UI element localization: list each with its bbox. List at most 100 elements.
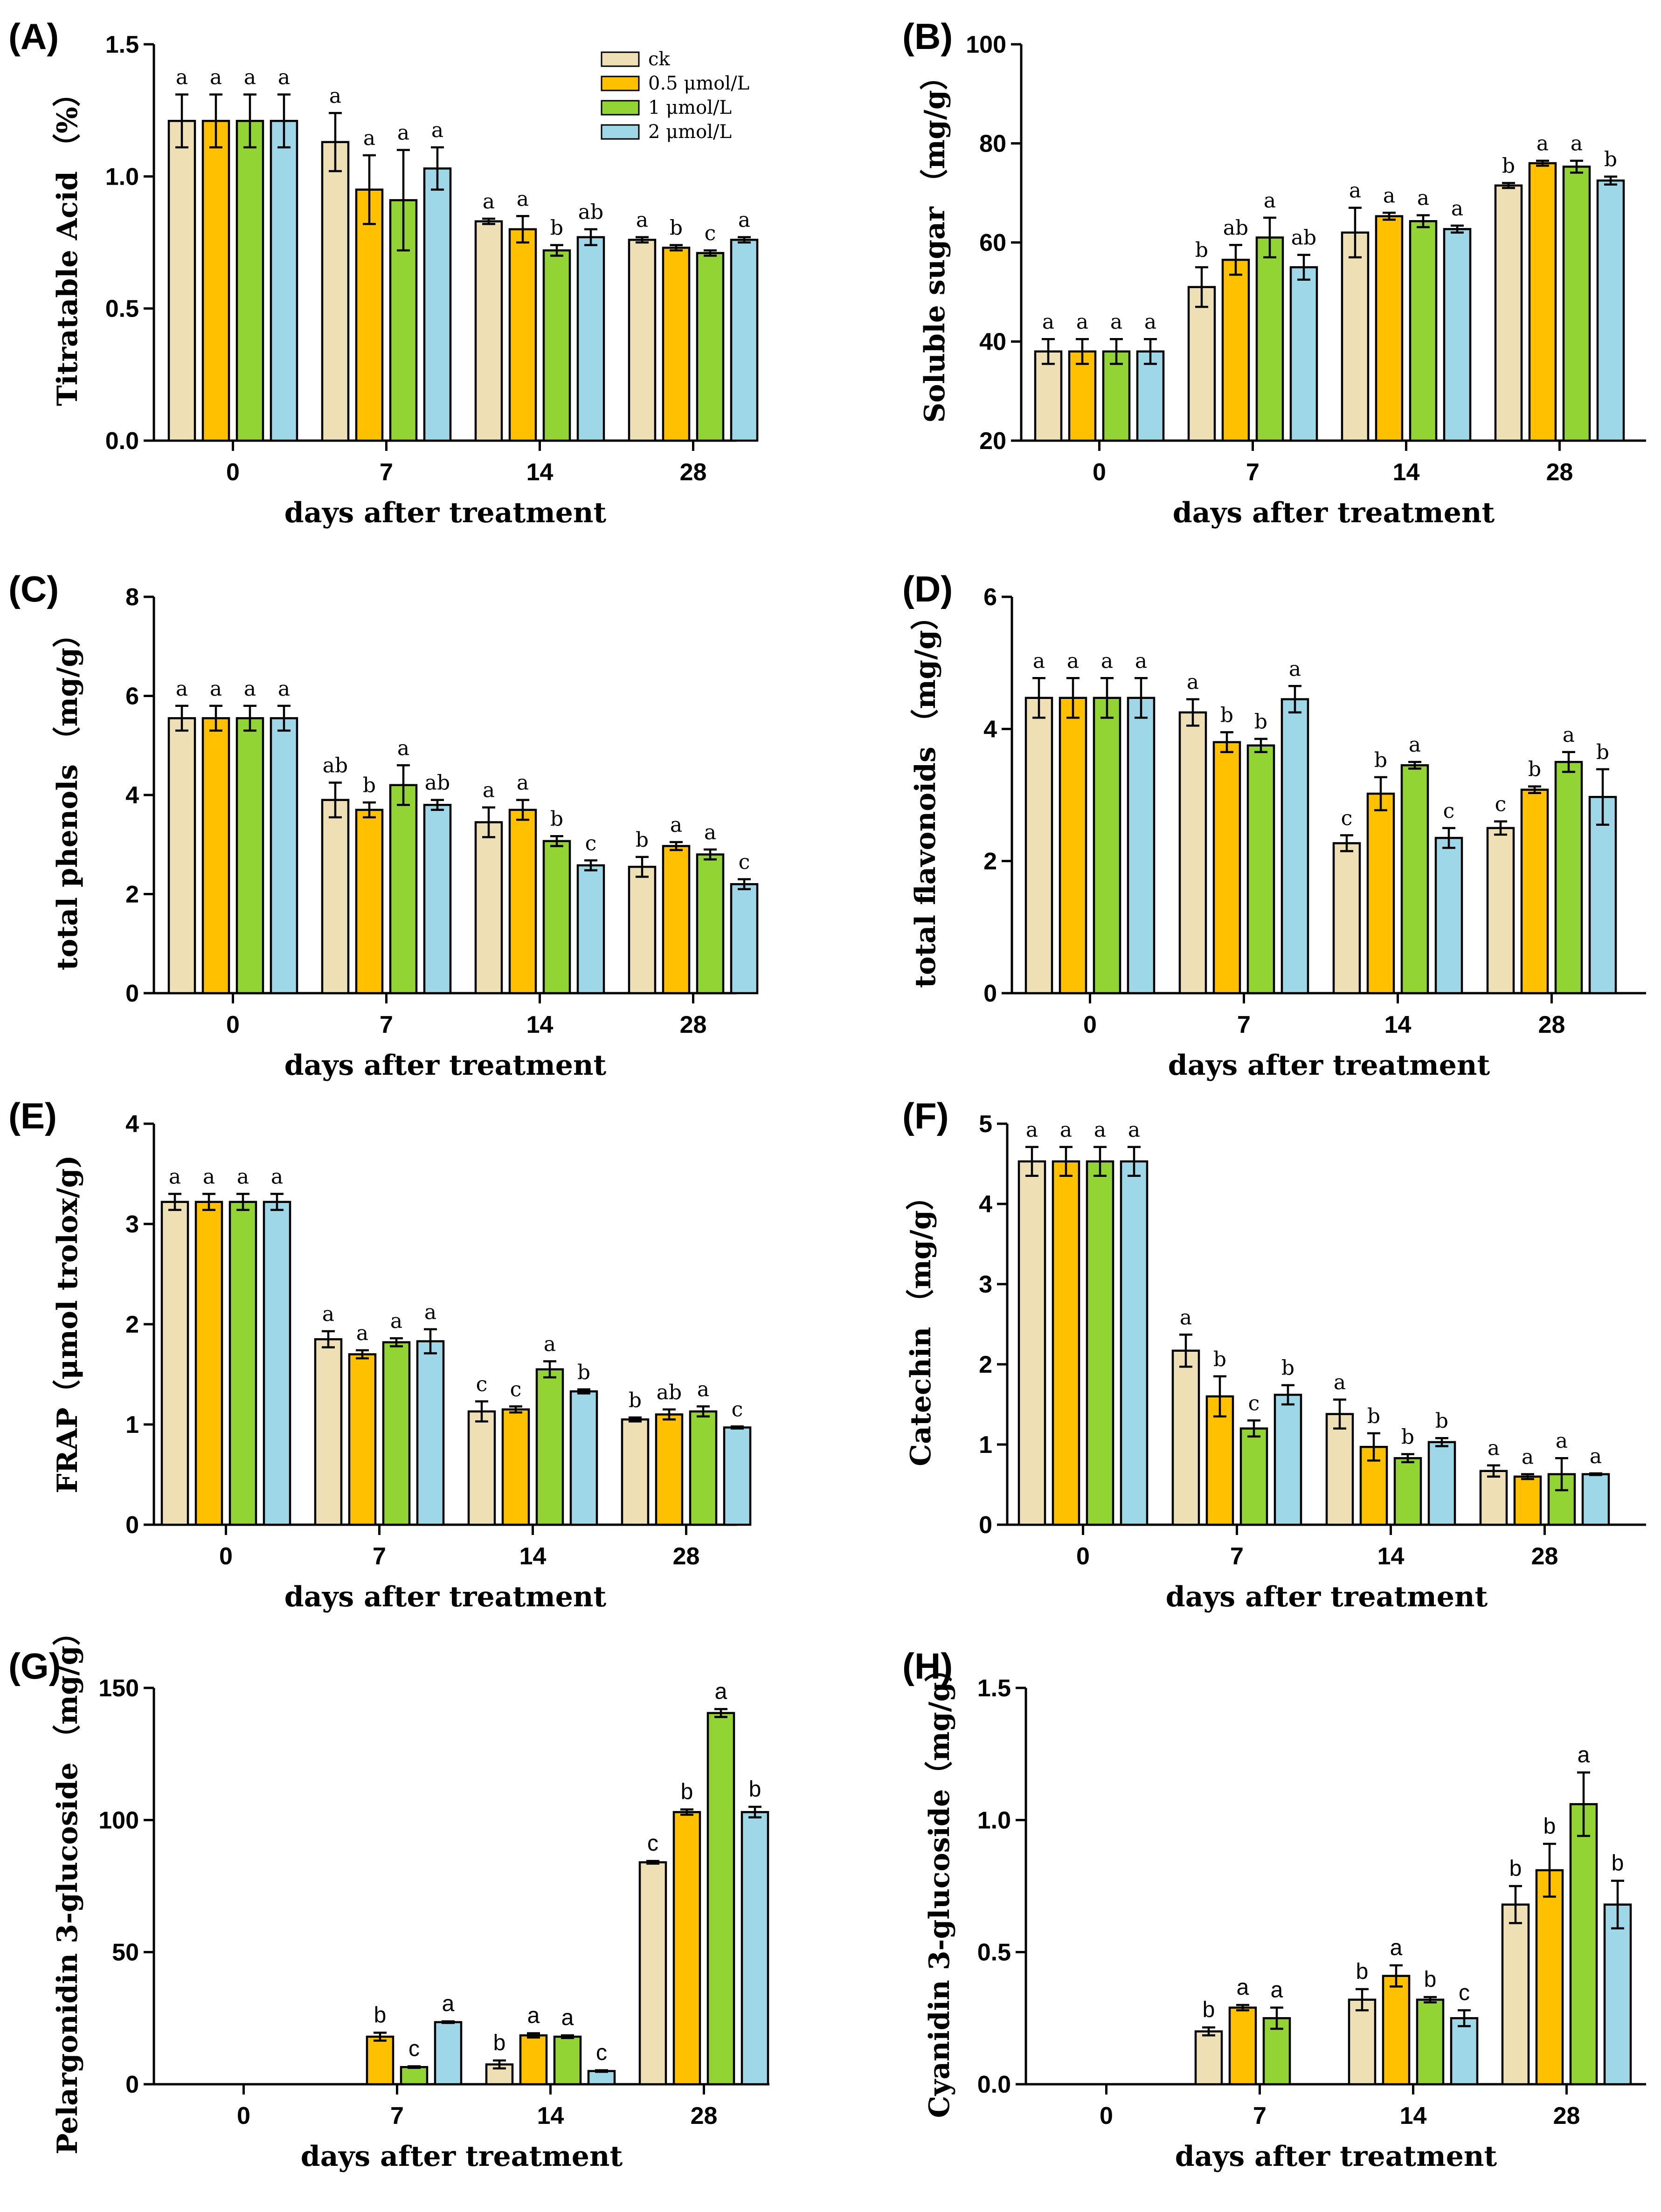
significance-label: a: [176, 66, 188, 90]
significance-label: a: [517, 187, 529, 211]
significance-label: a: [1578, 1742, 1590, 1767]
bar: [1280, 698, 1309, 995]
bar: [696, 252, 725, 442]
significance-label: a: [1417, 187, 1429, 210]
y-tick-label: 100: [98, 1807, 139, 1834]
significance-label: a: [1590, 1445, 1602, 1468]
y-tick-label: 150: [98, 1675, 139, 1702]
significance-label: a: [544, 1333, 556, 1356]
x-tick-label: 14: [526, 459, 554, 486]
bar: [1273, 1394, 1302, 1526]
bar: [321, 799, 350, 995]
bar: [423, 167, 452, 442]
y-tick-label: 1.0: [977, 1807, 1011, 1834]
panel-label: (A): [8, 16, 59, 57]
significance-label: c: [739, 850, 750, 874]
significance-label: b: [493, 2031, 506, 2055]
significance-label: c: [647, 1831, 658, 1856]
y-tick-label: 4: [125, 1111, 139, 1138]
panel-label: (F): [902, 1095, 949, 1136]
bar: [741, 1811, 769, 2086]
significance-label: b: [1281, 1356, 1294, 1380]
y-tick-label: 50: [112, 1939, 139, 1966]
bar: [587, 2070, 616, 2086]
significance-label: b: [1435, 1409, 1448, 1433]
bar: [1325, 1413, 1354, 1526]
significance-label: b: [629, 1389, 642, 1412]
significance-label: a: [1135, 649, 1147, 673]
bar: [1289, 266, 1318, 442]
y-tick-label: 0.0: [977, 2071, 1011, 2098]
bar: [167, 717, 196, 995]
significance-label: a: [1390, 1936, 1403, 1960]
bar: [1443, 228, 1472, 442]
y-tick-label: 6: [983, 584, 997, 611]
significance-label: c: [1341, 806, 1353, 830]
significance-label: a: [176, 677, 188, 701]
y-tick-label: 3: [979, 1271, 992, 1298]
significance-label: a: [1522, 1445, 1534, 1469]
legend-swatch: [601, 124, 640, 140]
significance-label: a: [1563, 723, 1575, 747]
bar: [1562, 166, 1591, 442]
x-tick-label: 7: [380, 1011, 393, 1038]
x-tick-label: 0: [1093, 459, 1106, 486]
y-tick-label: 1: [979, 1431, 992, 1459]
bar: [569, 1390, 598, 1526]
bar: [1120, 1160, 1149, 1526]
bar: [1239, 1427, 1268, 1526]
significance-label: a: [397, 121, 409, 145]
bar: [355, 809, 384, 995]
bar: [542, 249, 571, 442]
significance-label: a: [1556, 1429, 1568, 1453]
x-tick-label: 0: [1076, 1543, 1090, 1570]
bar: [628, 239, 657, 442]
x-axis-title: days after treatment: [284, 1049, 607, 1082]
significance-label: a: [1451, 197, 1463, 221]
bar: [160, 1201, 189, 1526]
legend-swatch: [601, 76, 640, 91]
bar: [706, 1712, 735, 2086]
significance-label: c: [585, 831, 597, 855]
x-tick-label: 14: [1377, 1543, 1405, 1570]
legend-swatch: [601, 100, 640, 116]
x-tick-label: 28: [1538, 1011, 1565, 1038]
bar: [314, 1338, 343, 1526]
x-tick-label: 28: [1553, 2102, 1580, 2129]
y-tick-label: 0: [125, 1512, 139, 1539]
significance-label: a: [1289, 657, 1301, 681]
significance-label: b: [1195, 238, 1208, 262]
y-axis-title: Titratable Acid （%）: [51, 79, 84, 406]
significance-label: a: [424, 1300, 436, 1324]
x-tick-label: 14: [1384, 1011, 1412, 1038]
significance-label: b: [749, 1777, 761, 1802]
significance-label: a: [738, 208, 750, 232]
bar: [1588, 796, 1617, 995]
bar: [1554, 760, 1583, 995]
bar: [474, 220, 503, 442]
significance-label: b: [1367, 1404, 1380, 1428]
y-tick-label: 8: [125, 584, 139, 611]
significance-label: a: [363, 126, 375, 150]
x-axis-title: days after treatment: [284, 497, 607, 529]
panel-label: (B): [902, 16, 953, 57]
y-tick-label: 0: [979, 1512, 992, 1539]
bar: [1375, 215, 1404, 442]
y-tick-label: 6: [125, 683, 139, 710]
bar: [1400, 764, 1429, 995]
significance-label: a: [1334, 1371, 1346, 1395]
x-tick-label: 7: [380, 459, 393, 486]
x-tick-label: 14: [526, 1011, 554, 1038]
significance-label: a: [1042, 310, 1054, 334]
significance-label: c: [510, 1377, 522, 1401]
panel-label: (G): [8, 1645, 61, 1687]
significance-label: b: [1213, 1348, 1226, 1371]
significance-label: a: [210, 677, 222, 701]
y-tick-label: 0.5: [105, 296, 139, 323]
significance-label: a: [1237, 1975, 1249, 2000]
y-tick-label: 4: [125, 782, 139, 809]
